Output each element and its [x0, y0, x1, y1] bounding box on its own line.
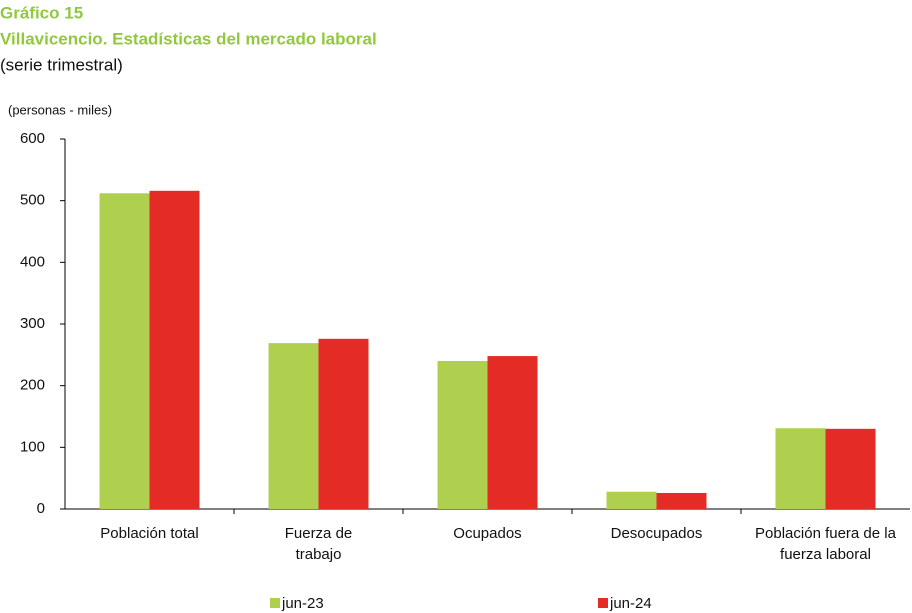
y-axis-label: (personas - miles) — [8, 102, 112, 117]
chart-label: Gráfico 15 — [0, 3, 83, 22]
bar — [318, 338, 369, 509]
legend-label: jun-24 — [609, 595, 652, 612]
y-tick-label: 500 — [20, 192, 45, 209]
y-tick-label: 300 — [20, 315, 45, 332]
x-label-box: Población total — [100, 525, 199, 542]
bar — [606, 491, 657, 509]
bar — [99, 193, 150, 509]
y-tick-label: 100 — [20, 438, 45, 455]
x-tick-label: Desocupados — [610, 525, 703, 542]
x-tick-label: Población fuera de la fuerza laboral — [755, 525, 896, 563]
bar — [775, 428, 826, 509]
bar — [487, 356, 538, 509]
legend-label: jun-23 — [281, 595, 324, 612]
x-tick-label: Población total — [100, 525, 199, 542]
legend-swatch — [270, 598, 280, 608]
chart-subtitle: (serie trimestral) — [0, 55, 123, 74]
y-tick-label: 200 — [20, 377, 45, 394]
x-tick-label: Ocupados — [453, 525, 522, 542]
y-tick-label: 600 — [20, 130, 45, 147]
x-label-box: Fuerza de trabajo — [284, 525, 353, 563]
legend-swatch — [598, 598, 608, 608]
bar — [268, 343, 319, 509]
y-tick-label: 0 — [37, 500, 45, 517]
y-tick-label: 400 — [20, 253, 45, 270]
x-label-box: Desocupados — [610, 525, 703, 542]
bar — [656, 492, 707, 509]
bar — [825, 428, 876, 509]
x-label-box: Población fuera de la fuerza laboral — [755, 525, 896, 563]
chart-title: Villavicencio. Estadísticas del mercado … — [0, 29, 377, 48]
bar — [149, 190, 200, 510]
bar — [437, 361, 488, 509]
x-tick-label: Fuerza de trabajo — [284, 525, 353, 563]
x-label-box: Ocupados — [453, 525, 522, 542]
